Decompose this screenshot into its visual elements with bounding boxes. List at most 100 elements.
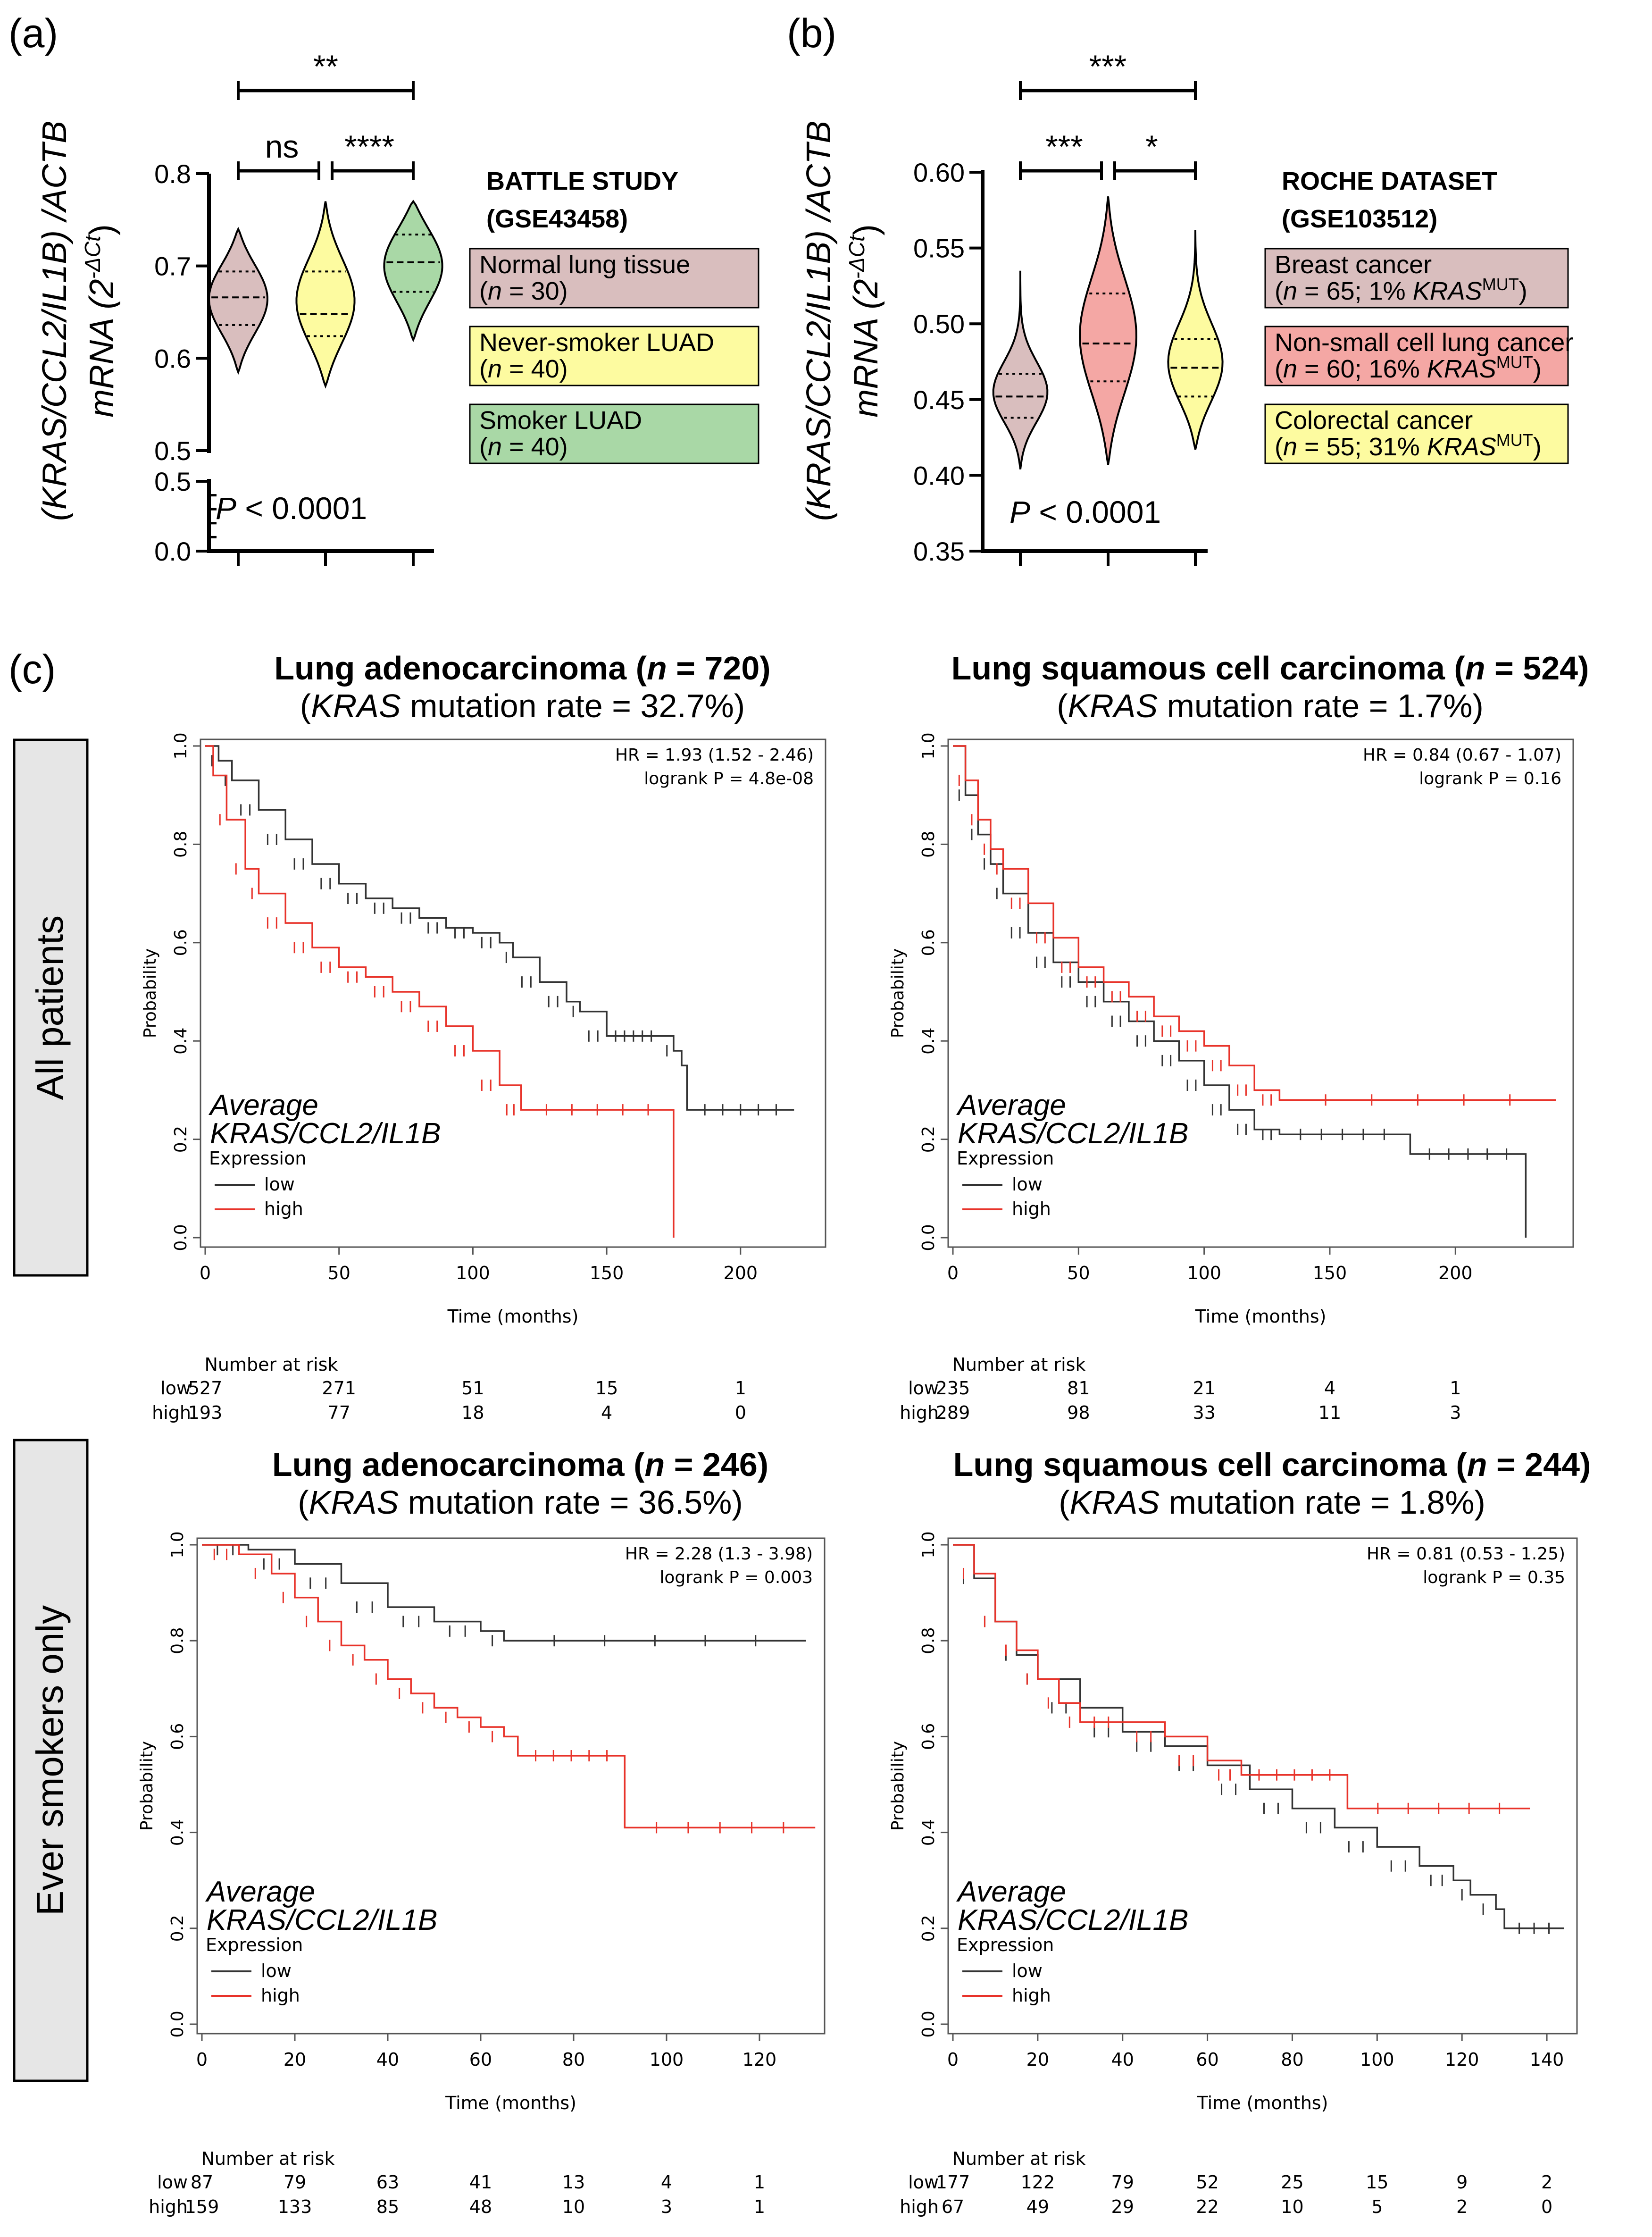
legend-box-3 [469,403,759,464]
km-annotation-line2: KRAS/CCL2/IL1B [958,1117,1188,1150]
km-panel-c3: Lung adenocarcinoma (n = 246)(KRAS mutat… [137,1446,826,2217]
km-risk-value: 11 [1318,1402,1341,1423]
km-annotation-line2: KRAS/CCL2/IL1B [207,1904,437,1936]
km-y-tick-label: 1.0 [171,732,191,759]
km-risk-value: 2 [1456,2196,1468,2217]
km-risk-value: 3 [661,2196,672,2217]
km-x-tick-label: 120 [743,2049,777,2070]
km-risk-label-low: low [908,2172,939,2193]
panel-b: 0.350.400.450.500.550.60****** *P < 0.000… [800,49,1573,566]
significance-label-2: ns [265,129,299,165]
km-y-tick-label: 1.0 [919,1531,938,1558]
km-annotation-line1: Average [956,1089,1066,1122]
km-hr: HR = 2.28 (1.3 - 3.98) [625,1544,813,1564]
km-y-tick-label: 0.6 [919,1723,938,1750]
km-frame [947,1537,1578,2035]
violin-1 [992,270,1049,469]
km-legend-label-low: low [1012,1174,1043,1195]
km-panel-c1: Lung adenocarcinoma (n = 720)(KRAS mutat… [141,650,826,1423]
row-label-ever-smokers: Ever smokers only [29,1605,71,1916]
km-risk-value: 289 [936,1402,970,1423]
km-risk-label-high: high [149,2196,188,2217]
km-annotation-line1: Average [205,1876,315,1908]
km-risk-title: Number at risk [205,1354,338,1375]
km-curve-high [205,745,675,1238]
km-x-tick-label: 150 [1313,1263,1347,1283]
y-tick-label: 0.40 [913,461,965,490]
km-risk-value: 29 [1111,2196,1134,2217]
km-legend-label-low: low [1012,1961,1043,1981]
km-risk-title: Number at risk [952,1354,1086,1375]
km-risk-value: 5 [1371,2196,1383,2217]
km-x-tick-label: 100 [456,1263,490,1283]
legend-n-3: (n = 55; 31% KRASMUT) [1275,430,1542,461]
y-axis-label-line2: mRNA (2-ΔCt) [844,224,885,418]
km-x-tick-label: 200 [1438,1263,1473,1283]
km-x-tick-label: 40 [376,2049,399,2070]
km-logrank: logrank P = 0.003 [659,1568,813,1587]
km-logrank: logrank P = 0.16 [1419,769,1561,788]
km-legend-title: Expression [957,1148,1054,1169]
km-x-tick-label: 120 [1445,2049,1479,2070]
km-risk-value: 25 [1281,2172,1303,2193]
panel-label-b: (b) [787,11,836,56]
km-risk-value: 3 [1450,1402,1461,1423]
km-risk-value: 85 [376,2196,399,2217]
y-axis-label-line1: (KRAS/CCL2/IL1B) /ACTB [36,121,74,521]
km-y-tick-label: 0.2 [919,1915,938,1942]
legend-subtitle: (GSE103512) [1282,205,1437,233]
km-risk-label-low: low [157,2172,188,2193]
km-y-label: Probability [141,948,160,1038]
km-risk-value: 159 [185,2196,219,2217]
km-risk-value: 48 [469,2196,492,2217]
km-logrank: logrank P = 4.8e-08 [644,769,814,788]
km-title: Lung adenocarcinoma (n = 720) [274,650,770,687]
km-x-tick-label: 0 [196,2049,208,2070]
km-curve-high [953,1544,1530,1810]
km-x-tick-label: 60 [1196,2049,1218,2070]
km-risk-value: 0 [735,1402,746,1423]
km-y-tick-label: 0.0 [919,2011,938,2037]
km-title: Lung adenocarcinoma (n = 246) [272,1446,768,1483]
km-y-tick-label: 1.0 [919,732,938,759]
km-frame [947,738,1574,1248]
km-x-tick-label: 0 [200,1263,211,1283]
km-y-tick-label: 0.4 [919,1028,938,1055]
row-label-all-patients: All patients [29,915,71,1100]
km-frame [196,1537,826,2035]
km-x-label: Time (months) [447,1306,579,1327]
km-curve-low [953,1544,1564,1929]
km-risk-value: 51 [461,1378,484,1399]
km-hr: HR = 0.84 (0.67 - 1.07) [1363,746,1561,765]
km-risk-label-low: low [160,1378,191,1399]
km-risk-value: 271 [322,1378,356,1399]
significance-label-1: *** [1089,49,1126,84]
km-curve-low [202,1544,806,1642]
y-tick-label: 0.50 [913,309,965,339]
km-x-label: Time (months) [1197,2093,1328,2113]
y-tick-label: 0.5 [154,436,191,466]
panel-a: 0.5 0.6 0.7 0.8 0.0 0.5 ** ns **** P < 0.0001 (KRA… [36,49,759,566]
km-legend-label-low: low [261,1961,292,1981]
km-y-tick-label: 0.0 [919,1224,938,1251]
km-title: Lung squamous cell carcinoma (n = 524) [951,650,1589,687]
km-risk-value: 15 [595,1378,618,1399]
panel-label-a: (a) [8,11,58,56]
km-risk-value: 10 [562,2196,585,2217]
km-y-tick-label: 0.4 [168,1819,187,1846]
km-annotation-line1: Average [956,1876,1066,1908]
legend-n-2: (n = 40) [479,355,568,383]
km-risk-value: 235 [936,1378,970,1399]
km-risk-value: 81 [1067,1378,1090,1399]
km-legend-label-high: high [1012,1985,1051,2006]
km-title: Lung squamous cell carcinoma (n = 244) [953,1446,1591,1483]
km-risk-value: 4 [661,2172,672,2193]
p-value: P < 0.0001 [1010,494,1161,529]
legend-name-3: Colorectal cancer [1275,406,1473,435]
km-risk-value: 18 [461,1402,484,1423]
km-x-tick-label: 80 [1281,2049,1303,2070]
km-subtitle: (KRAS mutation rate = 36.5%) [298,1484,743,1521]
y-tick-label: 0.8 [154,159,191,189]
km-subtitle: (KRAS mutation rate = 1.7%) [1057,687,1484,724]
km-y-tick-label: 1.0 [168,1531,187,1558]
